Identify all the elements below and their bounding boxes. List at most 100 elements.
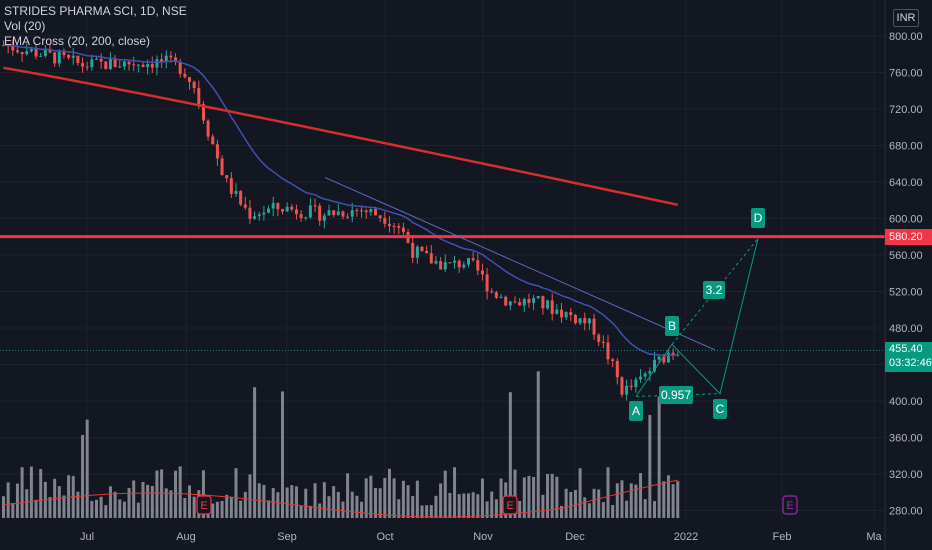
candle-body bbox=[615, 360, 619, 378]
candle-body bbox=[85, 66, 89, 68]
abcd-ratio-label: 0.957 bbox=[661, 388, 691, 402]
candle-body bbox=[281, 209, 284, 212]
candle-body bbox=[39, 55, 43, 57]
abcd-path bbox=[635, 238, 759, 397]
candle-body bbox=[620, 377, 624, 395]
price-axis[interactable]: 800.00 760.00 720.00 680.00 640.00 600.00 560.… bbox=[884, 0, 923, 550]
candle-body bbox=[178, 61, 182, 74]
candle-body bbox=[597, 334, 601, 342]
volume-bar bbox=[39, 468, 43, 518]
time-axis[interactable]: Jul Aug Sep Oct Nov Dec 2022 Feb Ma bbox=[80, 531, 883, 543]
chart-legend: STRIDES PHARMA SCI, 1D, NSE Vol (20) EMA… bbox=[4, 4, 187, 49]
volume-bar bbox=[374, 487, 377, 518]
volume-bar bbox=[592, 488, 596, 518]
volume-bar bbox=[239, 500, 243, 518]
candle-body bbox=[374, 209, 377, 216]
volume-bar bbox=[318, 503, 322, 518]
volume-bar bbox=[276, 492, 280, 518]
volume-bar bbox=[290, 485, 294, 518]
volume-bar bbox=[15, 483, 19, 518]
candle-body bbox=[397, 226, 401, 228]
currency-badge[interactable]: INR bbox=[893, 9, 919, 27]
volume-bar bbox=[527, 475, 531, 518]
volume-bar bbox=[666, 475, 670, 518]
volume-bar bbox=[20, 467, 24, 518]
volume-bar bbox=[397, 499, 401, 518]
descending-trendline bbox=[324, 176, 716, 351]
abcd-point-label: D bbox=[754, 211, 763, 225]
volume-bar bbox=[308, 505, 312, 518]
symbol-title[interactable]: STRIDES PHARMA SCI, 1D, NSE bbox=[4, 4, 187, 18]
volume-bar bbox=[480, 478, 484, 518]
candle-body bbox=[508, 301, 512, 306]
volume-bar bbox=[634, 484, 638, 518]
volume-bar bbox=[127, 487, 131, 518]
volume-bar bbox=[220, 500, 224, 518]
volume-bar bbox=[513, 469, 517, 518]
candle-body bbox=[174, 57, 178, 62]
volume-bar bbox=[90, 500, 94, 518]
volume-bar bbox=[243, 491, 247, 518]
volume-bar bbox=[267, 500, 271, 518]
volume-bars bbox=[2, 371, 680, 518]
volume-bar bbox=[620, 480, 624, 518]
volume-bar bbox=[355, 495, 359, 518]
candle-body bbox=[532, 298, 536, 303]
candle-body bbox=[476, 260, 480, 271]
candle-body bbox=[601, 341, 605, 343]
trendlines bbox=[0, 176, 885, 351]
volume-bar bbox=[569, 491, 573, 518]
candle-body bbox=[378, 215, 382, 218]
volume-bar bbox=[615, 483, 619, 518]
volume-bar bbox=[364, 478, 368, 518]
volume-indicator-label[interactable]: Vol (20) bbox=[4, 19, 46, 33]
candle-body bbox=[522, 299, 526, 306]
ema-indicator-label[interactable]: EMA Cross (20, 200, close) bbox=[4, 34, 151, 48]
x-tick-label: Jul bbox=[80, 531, 94, 543]
volume-bar bbox=[401, 480, 405, 518]
candle-body bbox=[192, 81, 196, 89]
candle-body bbox=[439, 261, 443, 270]
volume-bar bbox=[132, 480, 136, 518]
volume-bar bbox=[587, 503, 591, 518]
candle-body bbox=[434, 261, 438, 264]
volume-bar bbox=[369, 475, 373, 518]
candle-body bbox=[146, 64, 150, 68]
candle-body bbox=[67, 55, 71, 58]
ema-slow-line bbox=[3, 66, 679, 207]
volume-bar bbox=[671, 484, 675, 518]
abcd-point-badge bbox=[751, 208, 765, 228]
abcd-pattern[interactable]: A B C D 0.957 3.2 bbox=[629, 208, 765, 421]
volume-bar bbox=[378, 488, 382, 518]
volume-bar bbox=[490, 491, 494, 518]
candle-body bbox=[271, 203, 275, 209]
candle-body bbox=[564, 312, 568, 318]
volume-bar bbox=[294, 486, 298, 518]
candle-body bbox=[234, 190, 238, 194]
volume-bar bbox=[95, 499, 98, 518]
volume-bar bbox=[62, 495, 66, 518]
candle-body bbox=[276, 203, 280, 210]
volume-bar bbox=[499, 478, 503, 518]
volume-bar bbox=[122, 501, 126, 518]
volume-bar bbox=[425, 505, 429, 518]
volume-bar bbox=[225, 494, 229, 518]
candle-body bbox=[583, 318, 587, 324]
candle-body bbox=[290, 206, 294, 210]
candle-body bbox=[267, 208, 271, 213]
candle-body bbox=[671, 352, 675, 355]
volume-bar bbox=[211, 503, 215, 518]
candle-body bbox=[197, 88, 201, 104]
abcd-ratio-label: 3.2 bbox=[706, 283, 723, 297]
candle-body bbox=[136, 64, 140, 66]
candle-body bbox=[480, 270, 484, 275]
candle-body bbox=[648, 371, 652, 374]
candle-body bbox=[346, 216, 350, 218]
candle-body bbox=[215, 144, 219, 159]
volume-bar bbox=[201, 470, 205, 518]
volume-bar bbox=[281, 391, 284, 518]
volume-bar bbox=[471, 492, 475, 518]
volume-bar bbox=[564, 488, 568, 518]
